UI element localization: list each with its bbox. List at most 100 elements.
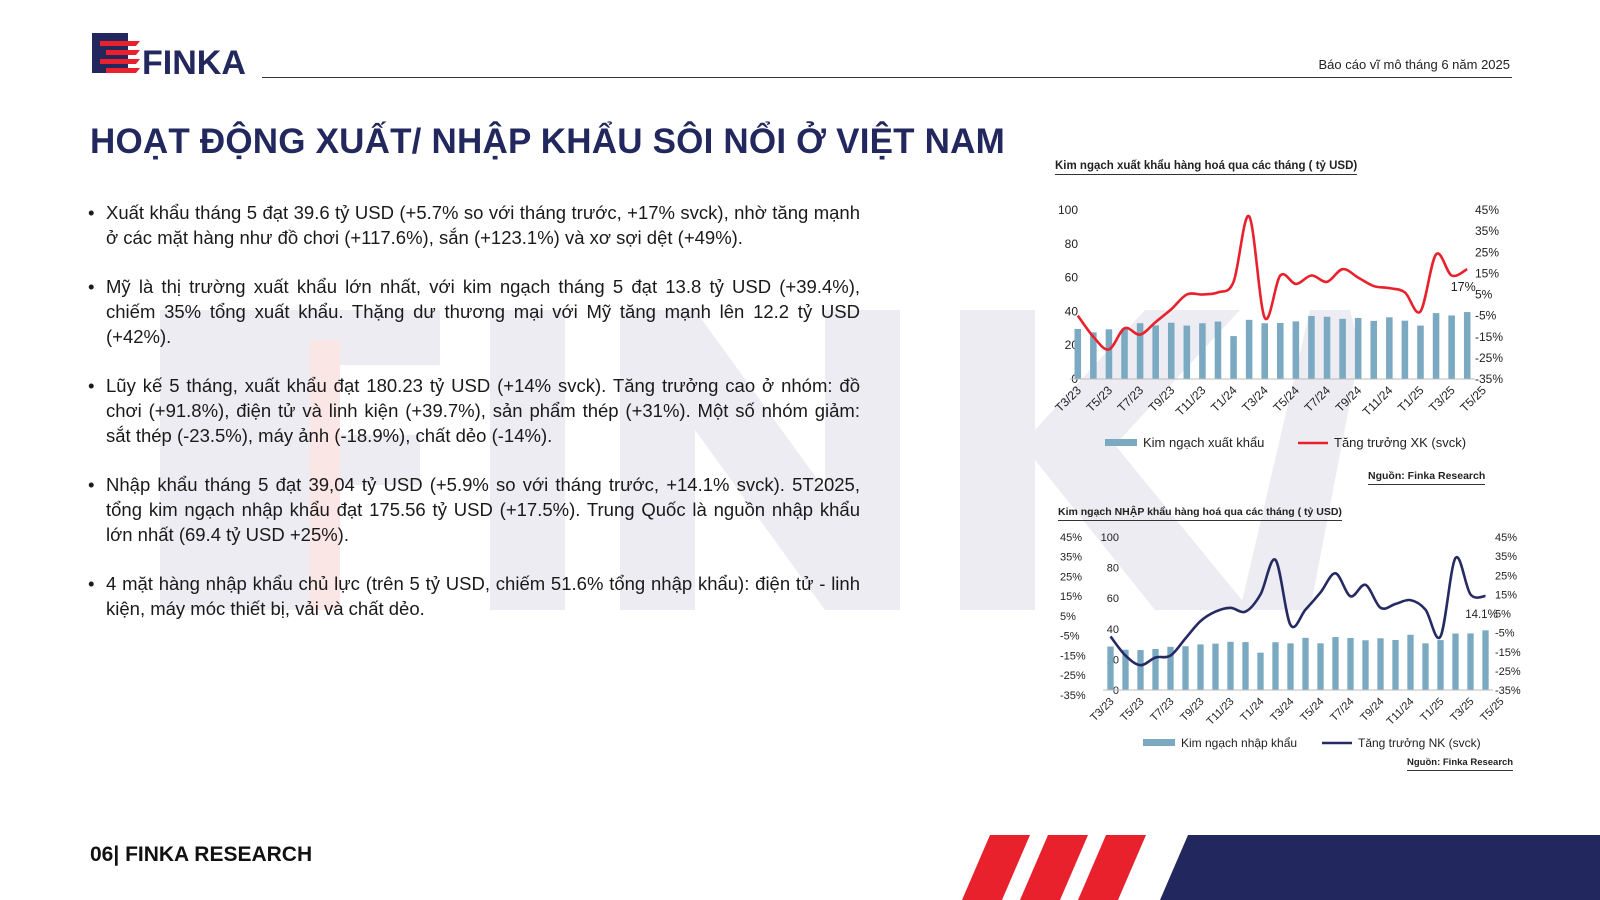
bar bbox=[1183, 325, 1191, 379]
x-tick-label: T9/23 bbox=[1178, 696, 1206, 724]
bar bbox=[1323, 316, 1331, 379]
x-tick-label: T1/24 bbox=[1208, 383, 1240, 415]
y-left-pct-tick-label: -15% bbox=[1060, 650, 1086, 662]
bullet-item: Xuất khẩu tháng 5 đạt 39.6 tỷ USD (+5.7%… bbox=[88, 200, 860, 250]
bar bbox=[1182, 646, 1189, 690]
y-left-tick-label: 60 bbox=[1065, 271, 1079, 285]
y-left-tick-label: 80 bbox=[1107, 563, 1119, 575]
bar bbox=[1074, 328, 1082, 379]
x-tick-label: T3/23 bbox=[1052, 383, 1084, 415]
bar bbox=[1407, 634, 1414, 690]
x-tick-label: T3/25 bbox=[1426, 383, 1458, 415]
report-title: Báo cáo vĩ mô tháng 6 năm 2025 bbox=[1318, 57, 1510, 72]
x-tick-label: T7/23 bbox=[1115, 383, 1147, 415]
bar bbox=[1354, 317, 1362, 379]
y-left-tick-label: 100 bbox=[1101, 532, 1119, 544]
y-right-tick-label: -5% bbox=[1495, 628, 1515, 640]
x-tick-label: T3/24 bbox=[1268, 696, 1296, 724]
bar bbox=[1167, 646, 1174, 690]
bar bbox=[1287, 643, 1294, 690]
bar bbox=[1242, 642, 1249, 690]
y-right-tick-label: 5% bbox=[1475, 288, 1493, 302]
bar bbox=[1199, 323, 1206, 379]
header-rule bbox=[262, 77, 1512, 78]
bullet-list: Xuất khẩu tháng 5 đạt 39.6 tỷ USD (+5.7%… bbox=[88, 200, 860, 645]
y-right-tick-label: 15% bbox=[1475, 266, 1499, 280]
bullet-item: 4 mặt hàng nhập khẩu chủ lực (trên 5 tỷ … bbox=[88, 571, 860, 621]
x-tick-label: T5/24 bbox=[1298, 696, 1326, 724]
x-tick-label: T11/24 bbox=[1384, 696, 1416, 728]
y-left-pct-tick-label: 15% bbox=[1060, 591, 1082, 603]
y-right-tick-label: 35% bbox=[1495, 551, 1517, 563]
y-right-tick-label: -15% bbox=[1495, 647, 1521, 659]
x-tick-label: T1/25 bbox=[1418, 696, 1446, 724]
y-left-tick-label: 100 bbox=[1058, 203, 1078, 217]
legend-line-label: Tăng trưởng XK (svck) bbox=[1334, 435, 1466, 450]
y-right-tick-label: -25% bbox=[1495, 666, 1521, 678]
bar bbox=[1136, 323, 1144, 379]
bar bbox=[1377, 638, 1384, 690]
page-title: HOẠT ĐỘNG XUẤT/ NHẬP KHẨU SÔI NỔI Ở VIỆT… bbox=[90, 122, 1005, 161]
y-left-pct-tick-label: 25% bbox=[1060, 571, 1082, 583]
x-tick-label: T9/24 bbox=[1358, 696, 1386, 724]
bar bbox=[1137, 650, 1144, 690]
last-value-label: 14.1% bbox=[1465, 609, 1498, 621]
x-tick-label: T5/23 bbox=[1083, 383, 1115, 415]
bullet-item: Mỹ là thị trường xuất khẩu lớn nhất, với… bbox=[88, 274, 860, 349]
x-tick-label: T1/25 bbox=[1395, 383, 1427, 415]
x-tick-label: T11/23 bbox=[1204, 696, 1236, 728]
bar bbox=[1227, 641, 1234, 690]
export-chart-title: Kim ngạch xuất khẩu hàng hoá qua các thá… bbox=[1055, 160, 1358, 175]
x-tick-label: T5/23 bbox=[1118, 696, 1146, 724]
y-right-tick-label: 25% bbox=[1475, 245, 1499, 259]
bar bbox=[1347, 637, 1354, 690]
x-tick-label: T5/25 bbox=[1478, 696, 1506, 724]
y-left-tick-label: 80 bbox=[1065, 237, 1079, 251]
bar bbox=[1152, 648, 1159, 690]
x-tick-label: T7/24 bbox=[1328, 696, 1356, 724]
bar bbox=[1197, 644, 1204, 690]
y-right-tick-label: -25% bbox=[1475, 351, 1503, 365]
bar bbox=[1308, 315, 1315, 379]
bar bbox=[1272, 642, 1279, 690]
bar bbox=[1167, 322, 1175, 379]
bar bbox=[1122, 649, 1129, 690]
y-right-tick-label: 15% bbox=[1495, 589, 1517, 601]
bar bbox=[1401, 320, 1409, 379]
import-chart-source: Nguồn: Finka Research bbox=[1407, 757, 1514, 771]
x-tick-label: T1/24 bbox=[1238, 696, 1266, 724]
bar bbox=[1482, 630, 1489, 690]
growth-line bbox=[1109, 556, 1486, 667]
y-right-tick-label: -35% bbox=[1495, 685, 1521, 697]
y-left-pct-tick-label: -25% bbox=[1060, 670, 1086, 682]
bar bbox=[1317, 643, 1324, 690]
y-right-tick-label: 35% bbox=[1475, 224, 1499, 238]
bar bbox=[1448, 315, 1455, 379]
y-right-tick-label: 25% bbox=[1495, 570, 1517, 582]
legend-line-label: Tăng trưởng NK (svck) bbox=[1358, 736, 1481, 750]
x-tick-label: T11/24 bbox=[1360, 383, 1396, 419]
y-right-tick-label: -35% bbox=[1475, 372, 1503, 386]
x-tick-label: T11/23 bbox=[1173, 383, 1209, 419]
bar bbox=[1392, 639, 1399, 690]
bar bbox=[1362, 640, 1369, 690]
bar bbox=[1257, 652, 1264, 690]
bar bbox=[1452, 633, 1459, 690]
import-chart-title: Kim ngạch NHẬP khẩu hàng hoá qua các thá… bbox=[1058, 506, 1342, 521]
y-right-tick-label: 5% bbox=[1495, 609, 1511, 621]
y-left-tick-label: 60 bbox=[1107, 593, 1119, 605]
bar bbox=[1302, 637, 1309, 690]
bar bbox=[1332, 637, 1339, 690]
bar bbox=[1386, 317, 1393, 379]
bar bbox=[1245, 319, 1253, 379]
bar bbox=[1437, 640, 1444, 690]
y-left-pct-tick-label: -5% bbox=[1060, 631, 1080, 643]
x-tick-label: T3/25 bbox=[1448, 696, 1476, 724]
y-left-pct-tick-label: -35% bbox=[1060, 690, 1086, 702]
x-tick-label: T5/24 bbox=[1270, 383, 1302, 415]
legend-bar-swatch bbox=[1143, 739, 1175, 746]
growth-line bbox=[1076, 215, 1468, 351]
y-left-tick-label: 40 bbox=[1065, 304, 1079, 318]
bar bbox=[1467, 633, 1474, 690]
bar bbox=[1432, 313, 1440, 379]
